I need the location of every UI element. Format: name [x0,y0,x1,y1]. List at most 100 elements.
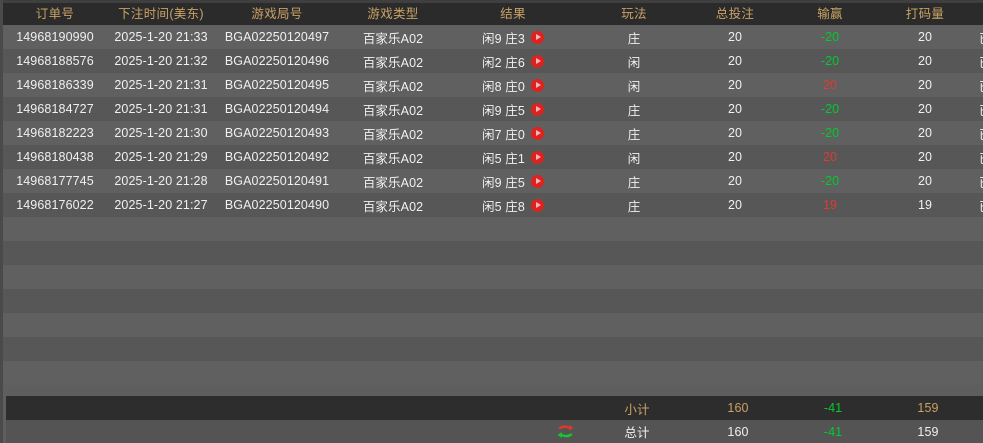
cell-total-bet: 20 [727,102,743,116]
play-icon[interactable] [530,126,544,140]
result-text: 闲5 庄8 [482,199,525,214]
empty-cell [781,337,879,361]
empty-cell [447,313,579,337]
cell-volume: 20 [917,150,933,164]
empty-cell [971,217,983,241]
result-text: 闲5 庄1 [482,151,525,166]
empty-cell [689,361,781,385]
refresh-button[interactable] [450,420,582,443]
empty-cell [971,361,983,385]
cell-win-loss: -20 [820,54,840,68]
play-icon[interactable] [530,54,544,68]
column-header-win-loss[interactable]: 输赢 [781,3,879,25]
column-header-game-type[interactable]: 游戏类型 [339,3,447,25]
cell-round-no: BGA02250120492 [224,150,330,164]
empty-cell [215,361,339,385]
cell-round-no: BGA02250120495 [224,78,330,92]
empty-cell [107,289,215,313]
table-row[interactable]: 14968182223 2025-1-20 21:30 BGA02250120493… [3,121,983,145]
bet-history-table: 订单号 下注时间(美东) 游戏局号 游戏类型 结果 玩法 总投注 输赢 打码量 … [3,3,983,385]
empty-cell [971,265,983,289]
empty-cell [781,217,879,241]
column-header-status[interactable]: 状态 [971,3,983,25]
play-icon[interactable] [530,150,544,164]
empty-cell [339,313,447,337]
play-icon[interactable] [530,78,544,92]
empty-cell [689,265,781,289]
empty-cell [339,217,447,241]
empty-cell [215,337,339,361]
table-row[interactable]: 14968186339 2025-1-20 21:31 BGA02250120495… [3,73,983,97]
cell-play-type: 庄 [627,127,641,142]
column-header-round-no[interactable]: 游戏局号 [215,3,339,25]
cell-result: 闲7 庄0 [447,121,579,145]
cell-bet-time: 2025-1-20 21:27 [114,198,208,212]
table-footer: 小计 160 -41 159 [6,396,983,443]
empty-cell [879,361,971,385]
empty-cell [3,241,107,265]
empty-cell [781,265,879,289]
empty-cell [781,313,879,337]
column-header-bet-time[interactable]: 下注时间(美东) [107,3,215,25]
result-value: 闲9 庄5 [482,172,544,191]
cell-game-type: 百家乐A02 [362,103,424,118]
cell-play-type: 庄 [627,103,641,118]
cell-status: 已派彩 [971,97,983,121]
empty-cell [689,217,781,241]
empty-cell [971,289,983,313]
cell-status: 已派彩 [971,121,983,145]
empty-cell [215,265,339,289]
empty-cell [3,289,107,313]
table-row[interactable]: 14968188576 2025-1-20 21:32 BGA02250120496… [3,49,983,73]
cell-order-no: 14968182223 [16,126,94,140]
cell-order-no: 14968188576 [16,54,94,68]
cell-bet-time: 2025-1-20 21:32 [114,54,208,68]
empty-row [3,265,983,289]
cell-total-bet: 20 [727,54,743,68]
play-icon[interactable] [530,102,544,116]
cell-round-no: BGA02250120490 [224,198,330,212]
cell-order-no: 14968190990 [16,30,94,44]
subtotal-spacer-3 [218,396,342,420]
empty-cell [339,361,447,385]
cell-volume: 20 [917,30,933,44]
column-header-volume[interactable]: 打码量 [879,3,971,25]
empty-cell [339,241,447,265]
table-row[interactable]: 14968184727 2025-1-20 21:31 BGA02250120494… [3,97,983,121]
play-icon[interactable] [530,30,544,44]
empty-cell [107,337,215,361]
total-total-bet: 160 [727,424,749,439]
cell-result: 闲8 庄0 [447,73,579,97]
empty-cell [689,313,781,337]
empty-cell [3,217,107,241]
cell-win-loss: 19 [822,198,838,212]
column-header-result[interactable]: 结果 [447,3,579,25]
play-icon[interactable] [530,174,544,188]
empty-cell [971,337,983,361]
empty-cell [107,241,215,265]
cell-volume: 20 [917,78,933,92]
empty-cell [447,217,579,241]
table-row[interactable]: 14968177745 2025-1-20 21:28 BGA02250120491… [3,169,983,193]
refresh-swap-icon[interactable] [557,424,574,439]
total-spacer-4 [342,420,450,443]
empty-cell [879,313,971,337]
cell-result: 闲5 庄8 [447,193,579,217]
header-row: 订单号 下注时间(美东) 游戏局号 游戏类型 结果 玩法 总投注 输赢 打码量 … [3,3,983,25]
empty-cell [3,313,107,337]
cell-play-type: 闲 [627,55,641,70]
column-header-total-bet[interactable]: 总投注 [689,3,781,25]
table-row[interactable]: 14968180438 2025-1-20 21:29 BGA02250120492… [3,145,983,169]
cell-bet-time: 2025-1-20 21:28 [114,174,208,188]
table-header: 订单号 下注时间(美东) 游戏局号 游戏类型 结果 玩法 总投注 输赢 打码量 … [3,3,983,25]
table-row[interactable]: 14968190990 2025-1-20 21:33 BGA02250120497… [3,25,983,49]
cell-result: 闲9 庄5 [447,169,579,193]
empty-cell [781,289,879,313]
table-row[interactable]: 14968176022 2025-1-20 21:27 BGA02250120490… [3,193,983,217]
column-header-order-no[interactable]: 订单号 [3,3,107,25]
play-icon[interactable] [530,198,544,212]
empty-row [3,217,983,241]
cell-total-bet: 20 [727,174,743,188]
empty-cell [447,265,579,289]
column-header-play-type[interactable]: 玩法 [579,3,689,25]
